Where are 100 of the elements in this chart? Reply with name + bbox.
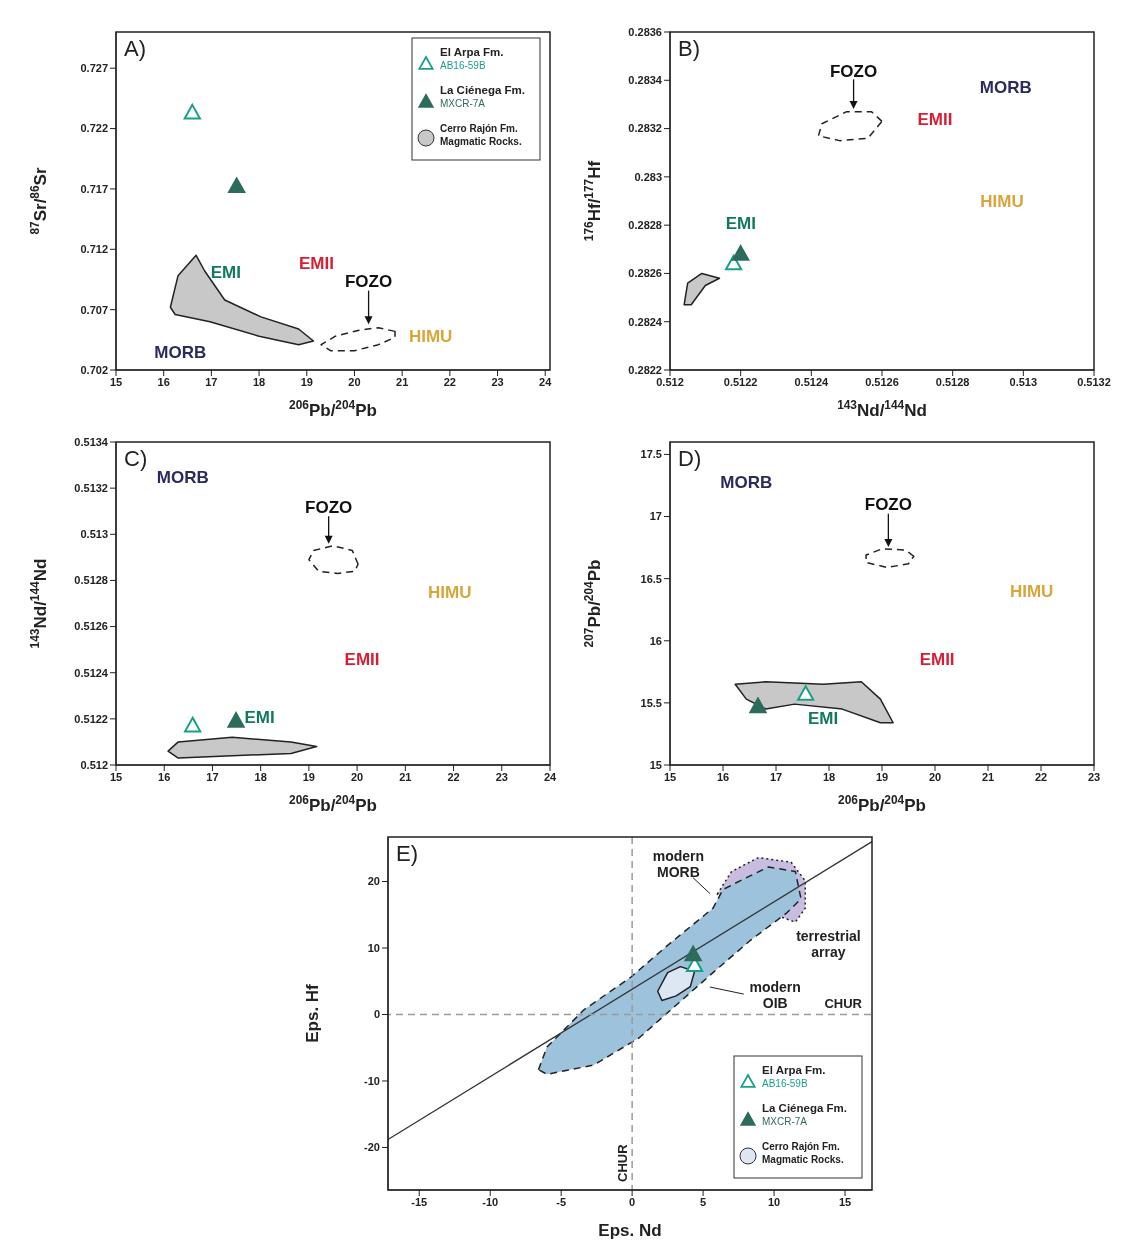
x-tick-label: 16 [158, 770, 171, 783]
y-tick-label: 10 [367, 941, 380, 954]
x-tick-label: 0.5126 [865, 375, 899, 388]
x-tick-label: 19 [302, 770, 316, 783]
legend-label: La Ciénega Fm. MXCR-7A [762, 1102, 847, 1127]
x-tick-label: 16 [157, 375, 170, 388]
x-tick-label: 15 [838, 1195, 852, 1208]
x-tick-label: 23 [491, 375, 504, 388]
x-tick-label: 20 [350, 770, 364, 783]
y-tick-label: 0.702 [80, 363, 108, 376]
x-tick-label: 17 [205, 375, 218, 388]
x-tick-label: 18 [822, 770, 836, 783]
x-tick-label: 23 [1087, 770, 1101, 783]
x-tick-label: 21 [399, 770, 412, 783]
annotation: FOZO [864, 495, 912, 515]
y-tick-label: 0.5126 [74, 620, 108, 633]
x-tick-label: 21 [981, 770, 995, 783]
annotation: HIMU [408, 327, 453, 347]
y-tick-label: 0.2832 [628, 122, 662, 135]
x-axis-title: $^{206}$Pb/$^{204}$Pb [289, 398, 377, 420]
x-tick-label: 18 [254, 770, 267, 783]
chart-title: B) [678, 36, 700, 61]
annotation: EMI [725, 213, 756, 233]
y-tick-label: 0.2826 [628, 267, 662, 280]
annotation: EMII [344, 649, 380, 669]
annotation: EMI [244, 707, 275, 727]
x-tick-label: 16 [716, 770, 730, 783]
chart-title: C) [124, 446, 148, 471]
annotation: HIMU [428, 582, 472, 602]
y-tick-label: 0.707 [80, 303, 108, 316]
annotation: MORB [720, 472, 773, 492]
chart-title: D) [678, 446, 702, 471]
y-tick-label: 0.5134 [74, 435, 109, 448]
x-tick-label: 0.513 [1009, 375, 1038, 388]
x-tick-label: -5 [556, 1195, 567, 1208]
annotation: FOZO [829, 61, 878, 81]
x-tick-label: 17 [206, 770, 219, 783]
x-tick-label: 0.5122 [723, 375, 758, 388]
x-tick-label: 19 [875, 770, 889, 783]
legend-label: Cerro Rajón Fm. Magmatic Rocks. [440, 123, 522, 147]
x-tick-label: 23 [495, 770, 508, 783]
y-tick-label: 0.2834 [628, 74, 663, 87]
y-tick-label: 17.5 [640, 448, 662, 461]
x-tick-label: 22 [443, 375, 456, 388]
annotation: EMII [299, 253, 334, 273]
x-tick-label: 20 [928, 770, 942, 783]
y-tick-label: 15 [649, 758, 662, 771]
x-tick-label: -15 [411, 1195, 428, 1208]
y-tick-label: 17 [649, 510, 662, 523]
x-tick-label: 15 [109, 770, 123, 783]
x-tick-label: 0.5124 [794, 375, 830, 388]
x-tick-label: 15 [663, 770, 677, 783]
y-tick-label: 0.722 [80, 122, 108, 135]
annotation: terrestrial array [796, 927, 861, 960]
x-tick-label: 0.5128 [935, 375, 970, 388]
y-tick-label: 0.2824 [628, 315, 663, 328]
x-tick-label: 22 [1034, 770, 1048, 783]
x-tick-label: 24 [543, 770, 557, 783]
y-tick-label: 16.5 [640, 572, 662, 585]
annotation: EMI [807, 708, 839, 728]
y-tick-label: 0.283 [634, 170, 662, 183]
y-tick-label: 16 [649, 634, 662, 647]
x-tick-label: 19 [300, 375, 313, 388]
y-tick-label: 0 [373, 1008, 380, 1021]
x-tick-label: 17 [769, 770, 783, 783]
annotation: EMII [917, 109, 953, 129]
y-tick-label: 20 [367, 875, 380, 888]
annotation: modern OIB [749, 979, 801, 1012]
chart-title: A) [124, 36, 146, 61]
legend-label: La Ciénega Fm. MXCR-7A [440, 84, 525, 109]
y-tick-label: 0.727 [80, 62, 108, 75]
y-tick-label: -10 [364, 1074, 380, 1087]
y-tick-label: -20 [364, 1141, 380, 1154]
x-tick-label: 15 [109, 375, 123, 388]
x-tick-label: 5 [700, 1195, 707, 1208]
y-tick-label: 0.5132 [74, 482, 108, 495]
x-tick-label: 22 [447, 770, 460, 783]
annotation: MORB [156, 467, 209, 487]
y-tick-label: 15.5 [640, 696, 662, 709]
chart-title: E) [396, 841, 418, 866]
y-tick-label: 0.2836 [628, 25, 662, 38]
x-tick-label: 18 [252, 375, 266, 388]
x-axis-title: Eps. Nd [598, 1221, 662, 1240]
y-tick-label: 0.2822 [628, 363, 662, 376]
y-tick-label: 0.512 [80, 758, 108, 771]
annotation: HIMU [1009, 582, 1054, 602]
y-tick-label: 0.712 [80, 243, 108, 256]
x-tick-label: 0.5132 [1077, 375, 1111, 388]
ref-line-label: CHUR [615, 1143, 631, 1182]
annotation: HIMU [980, 192, 1024, 211]
x-axis-title: $^{206}$Pb/$^{204}$Pb [289, 793, 377, 815]
x-axis-title: $^{206}$Pb/$^{204}$Pb [838, 793, 926, 815]
x-tick-label: 21 [396, 375, 409, 388]
annotation: FOZO [305, 497, 353, 517]
x-tick-label: 24 [539, 375, 553, 388]
annotation: FOZO [344, 271, 393, 291]
annotation: MORB [979, 78, 1032, 98]
y-tick-label: 0.5122 [74, 712, 108, 725]
annotation: EMII [919, 650, 955, 670]
annotation: modern MORB [652, 848, 705, 881]
